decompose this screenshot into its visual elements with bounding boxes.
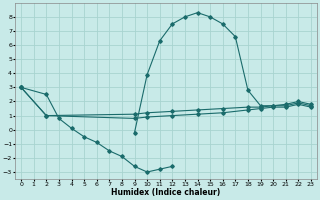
X-axis label: Humidex (Indice chaleur): Humidex (Indice chaleur) xyxy=(111,188,220,197)
